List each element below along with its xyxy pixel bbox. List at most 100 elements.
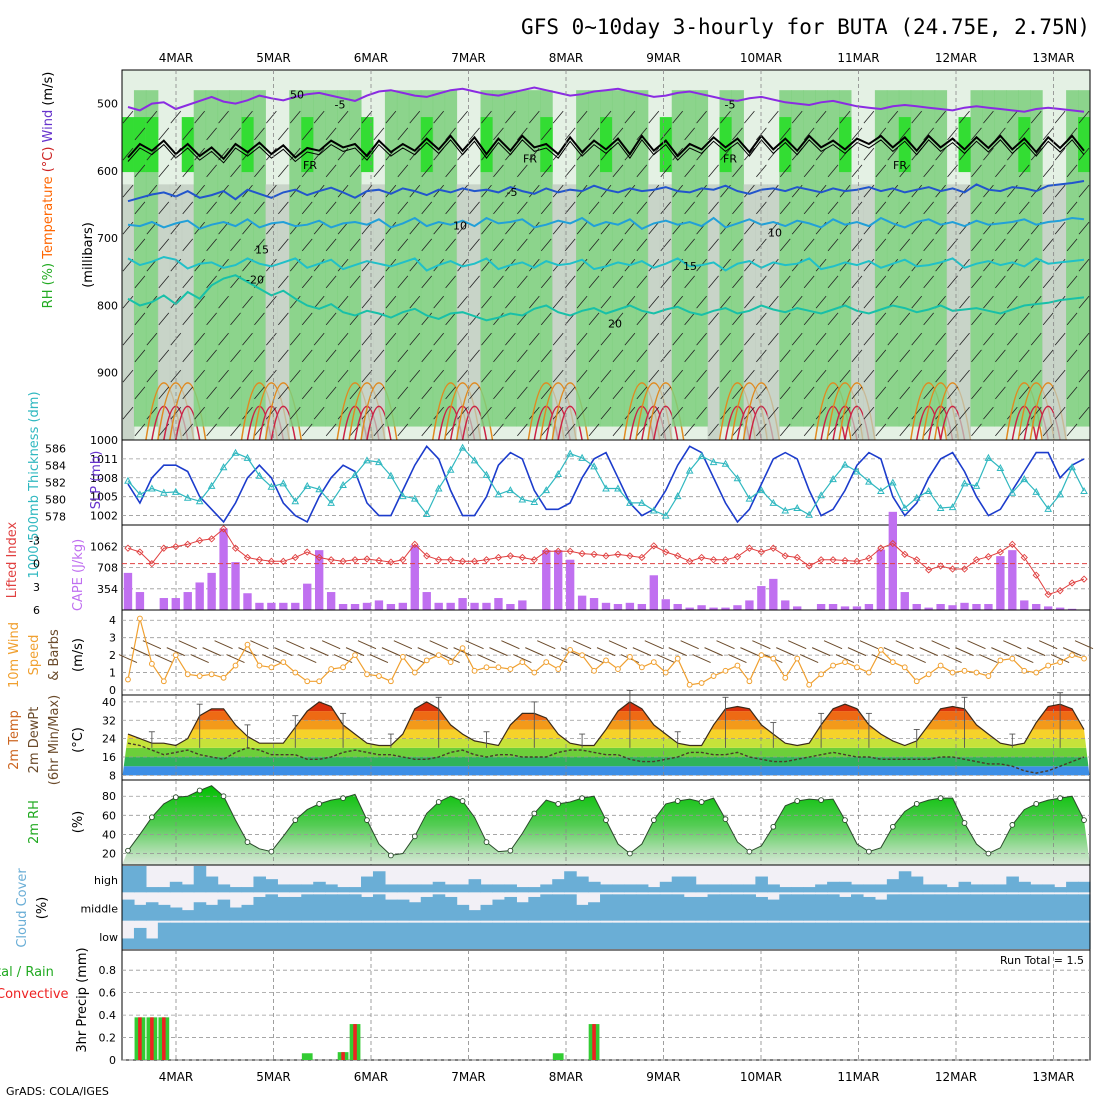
wind-speed-point bbox=[579, 652, 585, 659]
wind-barb bbox=[457, 184, 468, 198]
wind-barb bbox=[154, 654, 174, 664]
top-date-label: 10MAR bbox=[740, 51, 782, 65]
thickness-point bbox=[960, 479, 969, 487]
wind-barb bbox=[218, 110, 229, 124]
cape-bar bbox=[219, 528, 228, 610]
thickness-point bbox=[649, 506, 658, 514]
rh-dry-cell bbox=[958, 184, 971, 440]
cloud-cell-middle bbox=[193, 902, 207, 921]
cloud-cell-high bbox=[480, 884, 494, 893]
wind-barb bbox=[899, 201, 911, 215]
pressure-thickness-panel: 1002 1005 1008 1011 578 580 582 584 5861000-500m… bbox=[27, 391, 1091, 579]
precip-convective-bar bbox=[341, 1052, 345, 1060]
wind-barb bbox=[254, 312, 265, 326]
wind-barb bbox=[839, 110, 851, 124]
thickness-point bbox=[542, 486, 551, 494]
cloud-cell-middle bbox=[934, 894, 948, 921]
rh-dry-cell bbox=[647, 184, 661, 440]
cloud-cell-middle bbox=[874, 899, 888, 921]
wind-barb bbox=[720, 295, 731, 309]
wind-barb bbox=[660, 386, 672, 400]
cape-bar bbox=[1020, 600, 1029, 610]
cape-bar bbox=[912, 604, 921, 610]
cloud-cell-high bbox=[133, 866, 147, 893]
lifted-index-point bbox=[686, 557, 694, 565]
cloud-cell-low bbox=[1042, 922, 1055, 949]
cape-ylabel: CAPE (J/kg) bbox=[71, 539, 86, 611]
wind-barb bbox=[445, 201, 456, 215]
thickness-point bbox=[805, 510, 814, 518]
wind-barb bbox=[668, 647, 687, 657]
wind-barb bbox=[242, 110, 253, 124]
wind-barb bbox=[899, 349, 911, 363]
wind-barb bbox=[1066, 275, 1078, 289]
thickness-point bbox=[255, 471, 264, 479]
wind-barb bbox=[791, 369, 803, 383]
cloud-cell-high bbox=[1030, 884, 1043, 893]
wind-barb bbox=[301, 164, 313, 178]
thickness-point bbox=[757, 486, 766, 494]
wind-barb bbox=[768, 295, 779, 309]
thickness-point bbox=[458, 443, 467, 451]
wind-barb bbox=[572, 640, 592, 650]
lifted-index-point bbox=[506, 552, 515, 560]
rh-saturated-cell bbox=[898, 117, 912, 173]
upper-air-ylabel: RH (%) Temperature (°C) Wind (m/s) bbox=[41, 72, 56, 309]
wind-speed-point bbox=[603, 657, 609, 664]
footer-credit: GrADS: COLA/IGES bbox=[6, 1085, 109, 1098]
wind-barb bbox=[552, 406, 564, 420]
cloud-cell-middle bbox=[325, 894, 338, 921]
cloud-cell-high bbox=[994, 884, 1007, 893]
li-tick: -3 bbox=[29, 534, 40, 547]
cloud-cell-high bbox=[444, 884, 458, 893]
wind-barb bbox=[445, 238, 456, 252]
upper-air-ylabel-part: (m/s) bbox=[41, 72, 56, 106]
cloud-cell-middle bbox=[349, 894, 362, 921]
2m-rh-point bbox=[842, 817, 848, 823]
wind-barb bbox=[704, 647, 723, 657]
wind-tick: 3 bbox=[109, 632, 116, 645]
upper-air-ylabel-part: (°C) bbox=[41, 142, 56, 172]
wind-barb bbox=[660, 127, 672, 141]
cloud-cell-low bbox=[504, 922, 517, 949]
thickness-point bbox=[506, 486, 515, 494]
cape-bar bbox=[231, 562, 240, 610]
slp-ylabel: SLP (mb) bbox=[89, 451, 104, 510]
precip-label-conv: Convective bbox=[0, 987, 69, 1002]
wind-barb bbox=[278, 201, 289, 215]
wind-barb bbox=[923, 201, 934, 215]
wind-barb bbox=[242, 332, 253, 346]
temp-band bbox=[122, 729, 1090, 739]
wind-barb bbox=[469, 164, 480, 178]
2m-rh-point bbox=[292, 817, 299, 823]
precip-convective-bar bbox=[162, 1017, 166, 1060]
lifted-index-point bbox=[781, 552, 789, 560]
wind-barb bbox=[576, 110, 588, 124]
wind-barb bbox=[991, 647, 1010, 657]
wind-barb bbox=[907, 654, 926, 664]
cloud-cell-low bbox=[731, 922, 745, 949]
wind-barb bbox=[851, 386, 863, 400]
lifted-index-point bbox=[148, 559, 156, 568]
cloud-cell-high bbox=[850, 884, 864, 893]
wind-barb bbox=[895, 640, 914, 650]
2m-rh-point bbox=[746, 848, 753, 855]
bottom-date-label: 6MAR bbox=[354, 1070, 389, 1084]
slp-tick: 1002 bbox=[90, 510, 118, 523]
cloud-cell-high bbox=[767, 884, 780, 893]
wind-speed-point bbox=[782, 674, 789, 681]
wind-barb bbox=[274, 647, 293, 657]
wind-barb bbox=[835, 654, 855, 664]
wind-barb bbox=[433, 295, 444, 309]
wind-barb bbox=[345, 647, 365, 657]
wind-barb bbox=[983, 369, 994, 383]
lifted-index-point bbox=[339, 557, 347, 565]
wind-barb bbox=[1042, 201, 1054, 215]
cloud-cell-low bbox=[361, 922, 374, 949]
wind-barb bbox=[803, 386, 815, 400]
wind-barb bbox=[684, 312, 695, 326]
thickness-point bbox=[900, 503, 909, 511]
wind-barb bbox=[134, 349, 146, 363]
cloud-cell-high bbox=[301, 884, 314, 893]
wind-barb bbox=[859, 640, 879, 650]
